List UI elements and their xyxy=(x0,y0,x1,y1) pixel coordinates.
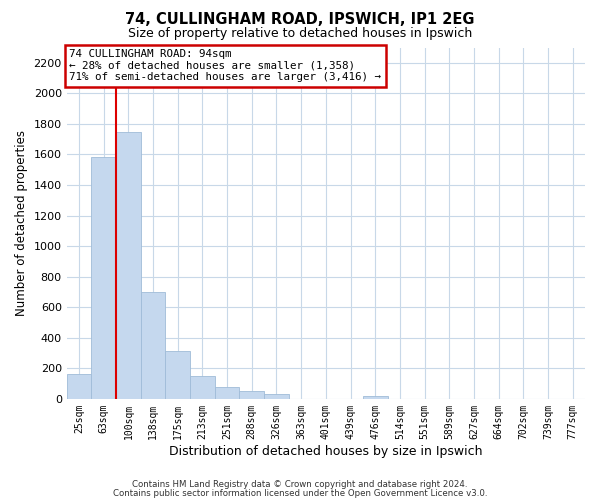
Text: 74 CULLINGHAM ROAD: 94sqm
← 28% of detached houses are smaller (1,358)
71% of se: 74 CULLINGHAM ROAD: 94sqm ← 28% of detac… xyxy=(69,50,381,82)
Text: Contains HM Land Registry data © Crown copyright and database right 2024.: Contains HM Land Registry data © Crown c… xyxy=(132,480,468,489)
Bar xyxy=(67,374,91,399)
Bar xyxy=(363,396,388,399)
Y-axis label: Number of detached properties: Number of detached properties xyxy=(15,130,28,316)
Bar xyxy=(91,158,116,399)
X-axis label: Distribution of detached houses by size in Ipswich: Distribution of detached houses by size … xyxy=(169,444,482,458)
Text: 74, CULLINGHAM ROAD, IPSWICH, IP1 2EG: 74, CULLINGHAM ROAD, IPSWICH, IP1 2EG xyxy=(125,12,475,28)
Text: Size of property relative to detached houses in Ipswich: Size of property relative to detached ho… xyxy=(128,28,472,40)
Bar xyxy=(215,386,239,399)
Bar xyxy=(239,391,264,399)
Bar xyxy=(264,394,289,399)
Bar xyxy=(141,292,166,399)
Bar xyxy=(166,350,190,399)
Text: Contains public sector information licensed under the Open Government Licence v3: Contains public sector information licen… xyxy=(113,488,487,498)
Bar xyxy=(116,132,141,399)
Bar xyxy=(190,376,215,399)
